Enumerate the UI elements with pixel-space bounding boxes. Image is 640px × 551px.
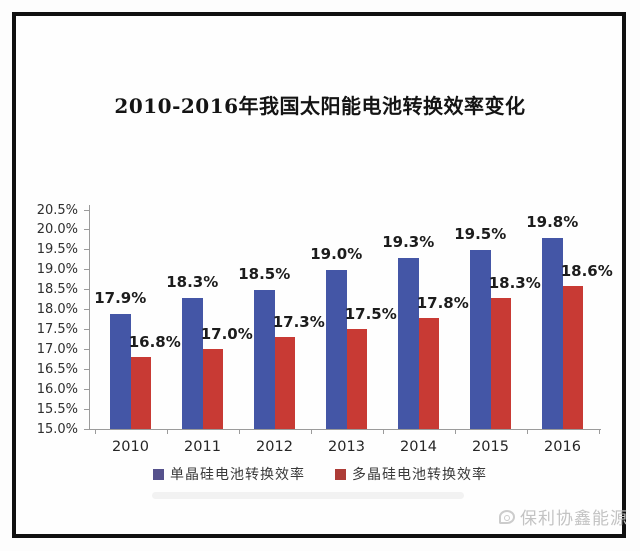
- data-label-mono-si-2013: 19.0%: [310, 244, 363, 263]
- y-axis-tickmark: [84, 388, 89, 390]
- legend-item-multi-si: 多晶硅电池转换效率: [335, 464, 487, 484]
- chart-legend: 单晶硅电池转换效率 多晶硅电池转换效率: [0, 464, 640, 484]
- y-axis-tick-label: 19.5%: [36, 242, 78, 258]
- y-axis-tickmark: [84, 209, 89, 211]
- y-axis-tickmark: [84, 229, 89, 231]
- data-label-mono-si-2016: 19.8%: [526, 212, 579, 231]
- data-label-mono-si-2010: 17.9%: [94, 288, 147, 307]
- bar-multi-si-2010: [130, 357, 151, 429]
- legend-item-mono-si: 单晶硅电池转换效率: [153, 464, 305, 484]
- y-axis-tickmark: [84, 348, 89, 350]
- y-axis-tick-label: 20.5%: [36, 202, 78, 218]
- x-axis-category-2015: 2015: [472, 439, 509, 455]
- data-label-multi-si-2012: 17.3%: [272, 313, 325, 332]
- scan-artifact: [152, 492, 464, 499]
- y-axis-tick-label: 16.0%: [36, 381, 78, 397]
- y-axis-tick-label: 16.5%: [36, 361, 78, 377]
- data-label-mono-si-2015: 19.5%: [454, 224, 507, 243]
- x-axis-tickmark: [310, 429, 312, 434]
- bar-multi-si-2011: [202, 349, 223, 429]
- data-label-mono-si-2011: 18.3%: [166, 272, 219, 291]
- bar-mono-si-2011: [182, 297, 203, 429]
- bar-mono-si-2010: [110, 313, 131, 429]
- x-axis-category-2010: 2010: [112, 439, 149, 455]
- x-axis-category-2014: 2014: [400, 439, 437, 455]
- bar-mono-si-2016: [542, 237, 563, 429]
- y-axis-tick-label: 18.0%: [36, 302, 78, 318]
- x-axis-line: [89, 429, 601, 430]
- bar-mono-si-2015: [470, 249, 491, 429]
- watermark: 保利协鑫能源: [499, 504, 628, 529]
- x-axis-tickmark: [598, 429, 600, 434]
- bar-multi-si-2012: [274, 337, 295, 429]
- y-axis-tickmark: [84, 289, 89, 291]
- y-axis-tick-label: 15.0%: [36, 421, 78, 437]
- y-axis-tick-label: 17.5%: [36, 321, 78, 337]
- chart-title: 2010-2016年我国太阳能电池转换效率变化: [114, 94, 526, 118]
- y-axis-tick-label: 17.0%: [36, 341, 78, 357]
- x-axis-tickmark: [238, 429, 240, 434]
- x-axis-tickmark: [454, 429, 456, 434]
- x-axis-tickmark: [382, 429, 384, 434]
- y-axis-tickmark: [84, 309, 89, 311]
- y-axis-tickmark: [84, 328, 89, 330]
- y-axis-tickmark: [84, 249, 89, 251]
- x-axis-tickmark: [526, 429, 528, 434]
- x-axis-category-2012: 2012: [256, 439, 293, 455]
- x-axis-category-2011: 2011: [184, 439, 221, 455]
- y-axis-tickmark: [84, 269, 89, 271]
- y-axis-line: [89, 205, 90, 429]
- y-axis-tick-label: 18.5%: [36, 282, 78, 298]
- legend-label-mono-si: 单晶硅电池转换效率: [170, 467, 305, 483]
- y-axis-tickmark: [84, 408, 89, 410]
- image-border-frame: [12, 12, 626, 538]
- data-label-multi-si-2013: 17.5%: [344, 305, 397, 324]
- x-axis-category-2016: 2016: [544, 439, 581, 455]
- bar-multi-si-2014: [418, 317, 439, 429]
- legend-swatch-blue: [153, 468, 164, 480]
- bar-multi-si-2013: [346, 329, 367, 429]
- y-axis-tickmark: [84, 428, 89, 430]
- x-axis-tickmark: [166, 429, 168, 434]
- bar-multi-si-2016: [562, 285, 583, 429]
- data-label-multi-si-2010: 16.8%: [128, 333, 181, 352]
- data-label-multi-si-2014: 17.8%: [416, 293, 469, 312]
- watermark-label: 保利协鑫能源: [520, 509, 628, 529]
- y-axis-tick-label: 20.0%: [36, 222, 78, 238]
- legend-label-multi-si: 多晶硅电池转换效率: [352, 467, 487, 483]
- x-axis-category-2013: 2013: [328, 439, 365, 455]
- y-axis-tick-label: 15.5%: [36, 401, 78, 417]
- y-axis-tick-label: 19.0%: [36, 262, 78, 278]
- bar-mono-si-2013: [326, 269, 347, 429]
- data-label-mono-si-2012: 18.5%: [238, 264, 291, 283]
- data-label-multi-si-2015: 18.3%: [488, 273, 541, 292]
- bar-mono-si-2014: [398, 257, 419, 429]
- bar-multi-si-2015: [490, 297, 511, 429]
- y-axis-tickmark: [84, 368, 89, 370]
- x-axis-tickmark: [94, 429, 96, 434]
- data-label-multi-si-2011: 17.0%: [200, 325, 253, 344]
- bar-mono-si-2012: [254, 289, 275, 429]
- data-label-multi-si-2016: 18.6%: [560, 261, 613, 280]
- gcl-poly-logo-icon: [499, 509, 515, 524]
- data-label-mono-si-2014: 19.3%: [382, 232, 435, 251]
- legend-swatch-red: [335, 468, 346, 480]
